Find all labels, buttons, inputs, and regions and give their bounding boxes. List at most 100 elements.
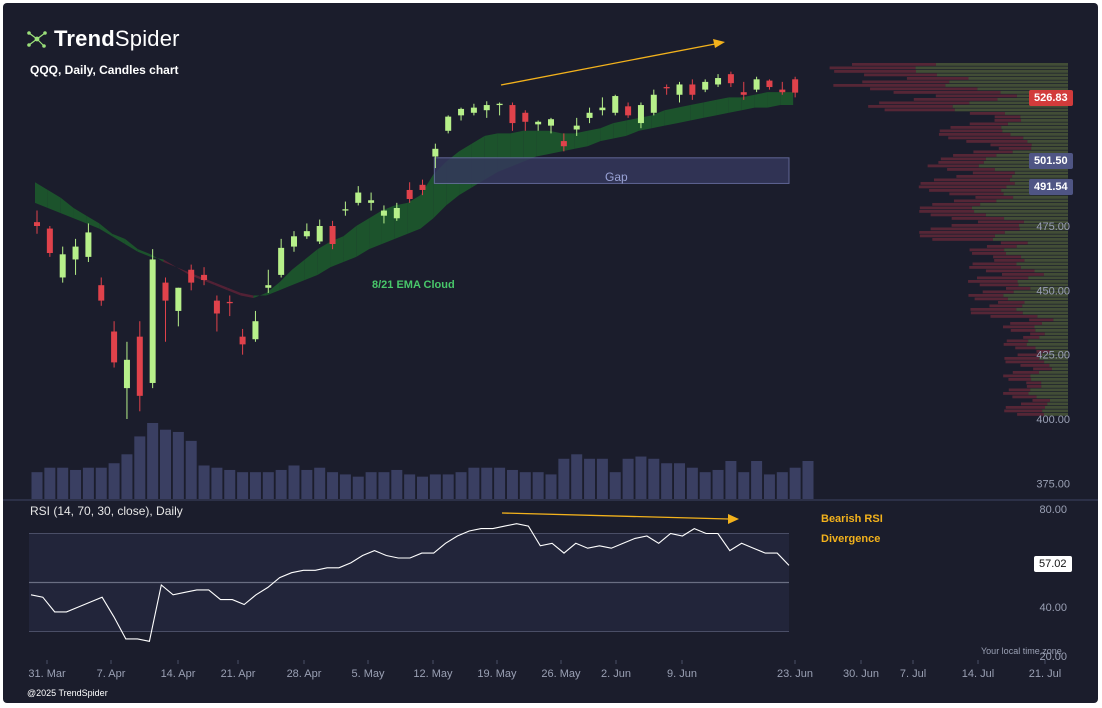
candle-body[interactable] — [535, 121, 542, 125]
volume-bar[interactable] — [738, 472, 750, 499]
candle-body[interactable] — [483, 105, 490, 111]
volume-bar[interactable] — [134, 436, 146, 499]
volume-bar[interactable] — [429, 474, 441, 499]
volume-bar[interactable] — [378, 472, 390, 499]
candle-body[interactable] — [265, 285, 272, 288]
candle-body[interactable] — [458, 108, 465, 116]
volume-bar[interactable] — [224, 469, 236, 499]
volume-bar[interactable] — [648, 458, 660, 499]
volume-bar[interactable] — [314, 467, 326, 499]
volume-bar[interactable] — [417, 476, 428, 499]
volume-bar[interactable] — [70, 469, 82, 499]
candle-body[interactable] — [111, 331, 118, 363]
volume-bar[interactable] — [481, 467, 493, 499]
candle-body[interactable] — [406, 189, 413, 199]
volume-bar[interactable] — [404, 474, 416, 499]
volume-bar[interactable] — [57, 467, 69, 499]
candle-body[interactable] — [766, 80, 773, 88]
candle-body[interactable] — [123, 359, 130, 389]
candle-body[interactable] — [419, 184, 426, 190]
candle-body[interactable] — [727, 74, 734, 84]
candle-body[interactable] — [188, 269, 195, 283]
candle-body[interactable] — [85, 232, 92, 257]
volume-bar[interactable] — [352, 476, 364, 499]
volume-bar[interactable] — [31, 472, 43, 499]
candle-body[interactable] — [740, 92, 747, 95]
candle-body[interactable] — [432, 148, 439, 157]
candle-body[interactable] — [470, 107, 477, 113]
volume-bar[interactable] — [455, 472, 467, 499]
candle-body[interactable] — [239, 336, 246, 345]
chart-canvas[interactable]: 400.00 425.00 450.00 475.00 375.00 80.00 40.0… — [3, 3, 1098, 703]
rsi-line[interactable] — [30, 523, 790, 642]
volume-bar[interactable] — [802, 461, 814, 499]
candle-body[interactable] — [702, 81, 709, 90]
candle-body[interactable] — [252, 321, 259, 340]
candle-body[interactable] — [380, 210, 387, 216]
volume-bar[interactable] — [275, 469, 287, 499]
candle-body[interactable] — [586, 112, 593, 118]
candle-body[interactable] — [509, 105, 516, 124]
candle-body[interactable] — [175, 287, 182, 311]
volume-bar[interactable] — [545, 474, 557, 499]
candle-body[interactable] — [650, 94, 657, 113]
candle-body[interactable] — [612, 96, 619, 113]
candle-body[interactable] — [34, 222, 40, 226]
volume-bar[interactable] — [609, 472, 621, 499]
volume-bar[interactable] — [789, 467, 801, 499]
volume-bar[interactable] — [198, 465, 210, 499]
volume-bar[interactable] — [160, 429, 171, 499]
candle-body[interactable] — [291, 236, 297, 247]
local-time-zone-label[interactable]: Your local time zone — [981, 646, 1062, 656]
candle-body[interactable] — [625, 106, 632, 116]
candle-body[interactable] — [329, 226, 336, 245]
volume-bar[interactable] — [211, 467, 223, 499]
volume-bar[interactable] — [82, 467, 94, 499]
candle-body[interactable] — [72, 246, 79, 260]
candle-body[interactable] — [573, 125, 580, 130]
volume-bar[interactable] — [147, 423, 159, 499]
candle-body[interactable] — [779, 89, 786, 93]
candle-body[interactable] — [278, 247, 285, 275]
volume-bar[interactable] — [571, 454, 583, 499]
candle-body[interactable] — [496, 103, 503, 106]
volume-bar[interactable] — [674, 463, 685, 499]
candle-body[interactable] — [213, 300, 220, 314]
volume-bar[interactable] — [558, 458, 570, 499]
volume-bar[interactable] — [339, 474, 351, 499]
volume-bar[interactable] — [301, 469, 313, 499]
volume-bar[interactable] — [532, 472, 544, 499]
volume-bar[interactable] — [596, 458, 608, 499]
candle-body[interactable] — [303, 231, 310, 237]
candle-body[interactable] — [355, 192, 362, 203]
candle-body[interactable] — [753, 79, 760, 90]
candle-body[interactable] — [136, 336, 143, 396]
volume-bar[interactable] — [108, 463, 120, 499]
candle-body[interactable] — [637, 105, 644, 124]
volume-bar[interactable] — [365, 472, 377, 499]
volume-bar[interactable] — [442, 474, 454, 499]
volume-bar[interactable] — [327, 472, 339, 499]
candle-body[interactable] — [548, 119, 554, 126]
candle-body[interactable] — [226, 301, 233, 304]
candle-body[interactable] — [560, 141, 567, 147]
volume-bar[interactable] — [712, 469, 724, 499]
volume-bar[interactable] — [391, 469, 403, 499]
candle-body[interactable] — [792, 79, 799, 93]
candle-body[interactable] — [368, 200, 375, 203]
volume-bar[interactable] — [635, 456, 647, 499]
candle-body[interactable] — [162, 282, 169, 301]
volume-bar[interactable] — [249, 472, 261, 499]
candle-body[interactable] — [689, 84, 696, 95]
volume-bar[interactable] — [288, 465, 300, 499]
volume-bar[interactable] — [622, 458, 634, 499]
volume-bar[interactable] — [763, 474, 775, 499]
candle-body[interactable] — [149, 259, 156, 383]
volume-bar[interactable] — [661, 463, 673, 499]
volume-bar[interactable] — [95, 467, 107, 499]
volume-bar[interactable] — [776, 472, 788, 499]
gap-zone[interactable] — [433, 157, 790, 184]
candle-body[interactable] — [522, 112, 529, 122]
candle-body[interactable] — [393, 207, 400, 219]
volume-bar[interactable] — [699, 472, 711, 499]
